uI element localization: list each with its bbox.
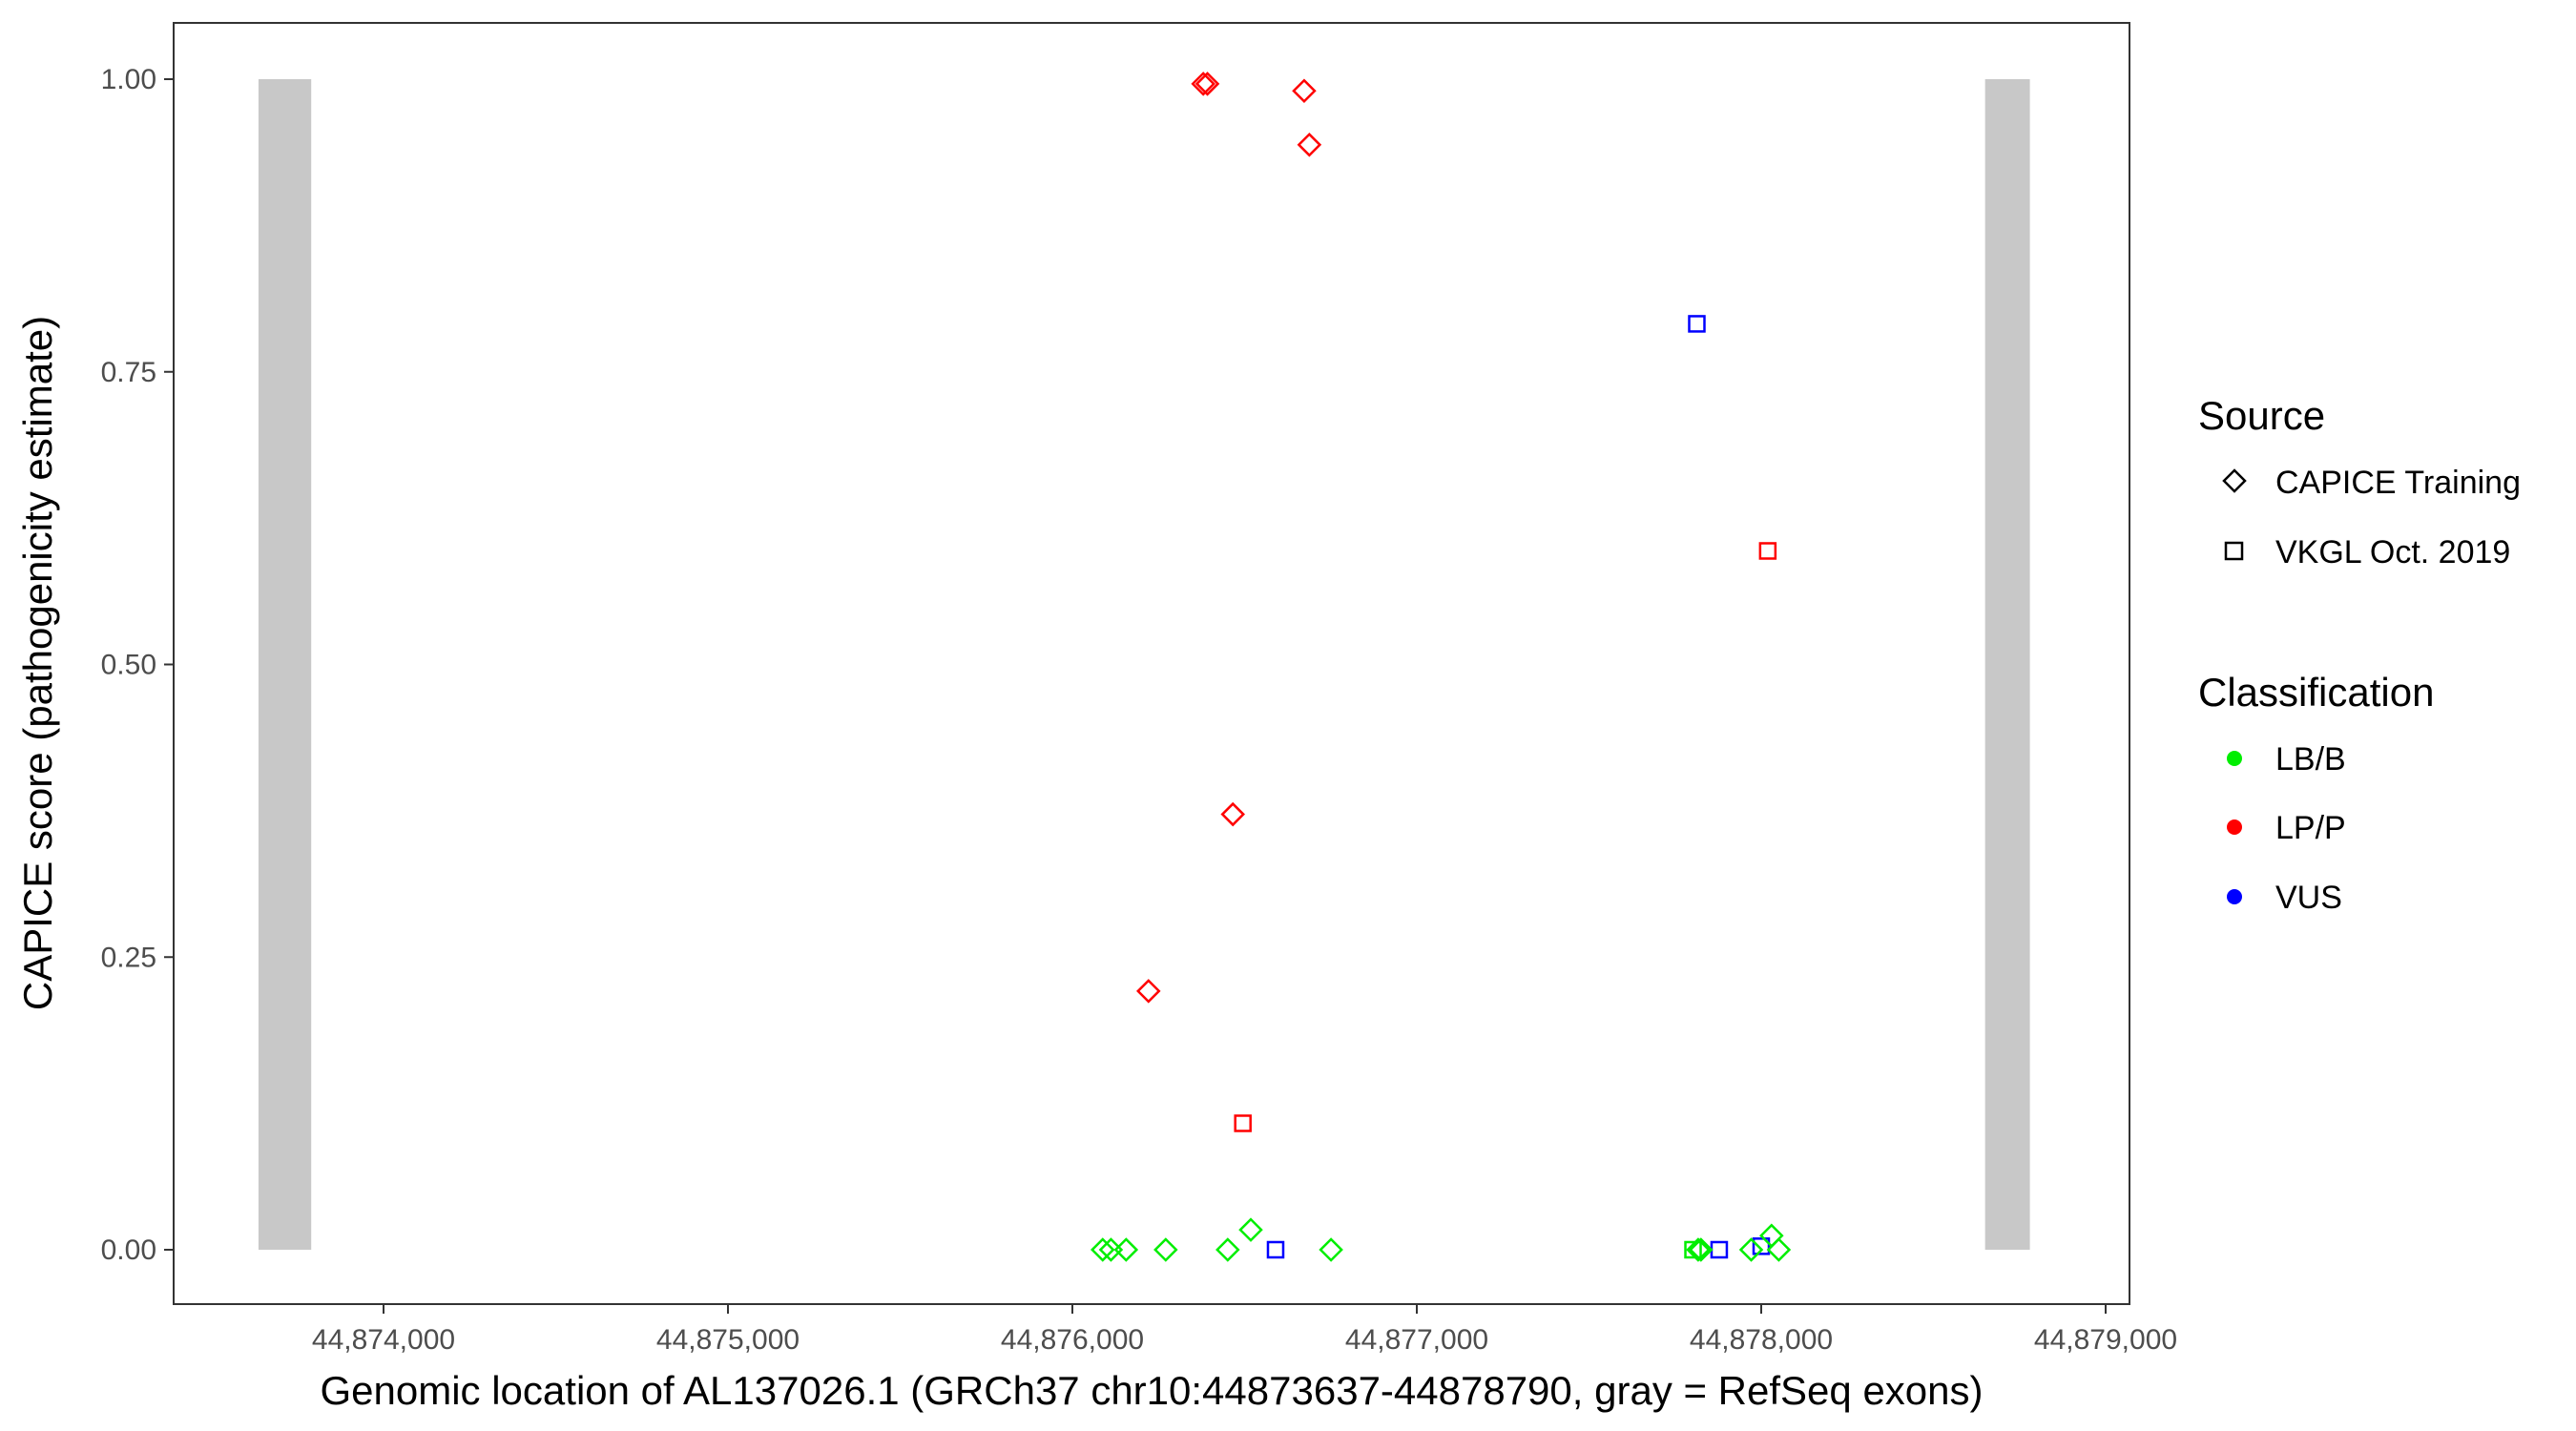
exon-0 (258, 79, 312, 1250)
square-legend-key (2224, 541, 2244, 561)
data-point-diamond (1292, 78, 1317, 104)
data-point-diamond (1738, 1237, 1764, 1262)
exon-1 (1984, 79, 2030, 1250)
x-tick-label: 44,876,000 (1001, 1324, 1144, 1356)
plot-panel-border (173, 22, 2130, 1305)
data-point-square (1266, 1240, 1285, 1259)
x-axis-title: Genomic location of AL137026.1 (GRCh37 c… (321, 1368, 1984, 1413)
data-point-square (1234, 1114, 1252, 1132)
data-point-diamond (1238, 1217, 1263, 1242)
vus-legend-key (2227, 889, 2242, 904)
data-point-diamond (1191, 72, 1215, 96)
data-point-diamond (1215, 1237, 1240, 1262)
legend-item-capice: CAPICE Training (2275, 465, 2521, 501)
y-axis-title: CAPICE score (pathogenicity estimate) (15, 316, 60, 1010)
y-tick-label: 1.00 (101, 64, 156, 95)
legend-item-vus: VUS (2275, 880, 2342, 916)
legend-item-lbb: LB/B (2275, 741, 2346, 778)
data-point-diamond (1319, 1237, 1343, 1262)
y-tick-label: 0.25 (101, 942, 156, 973)
data-point-diamond (1220, 801, 1245, 827)
x-tick-label: 44,875,000 (656, 1324, 800, 1356)
x-tick-label: 44,874,000 (312, 1324, 455, 1356)
data-point-square (1752, 1237, 1771, 1255)
legend-class-title: Classification (2198, 670, 2434, 715)
data-point-square (1684, 1240, 1702, 1259)
data-point-diamond (1098, 1237, 1124, 1262)
legend-item-vkgl: VKGL Oct. 2019 (2275, 534, 2510, 570)
data-point-diamond (1759, 1223, 1784, 1249)
data-point-diamond (1689, 1237, 1714, 1262)
data-point-diamond (1113, 1237, 1139, 1262)
lbb-legend-key (2227, 751, 2242, 766)
data-point-square (1688, 315, 1706, 333)
data-point-diamond (1195, 72, 1220, 96)
data-point-diamond (1686, 1237, 1711, 1262)
legend-item-lpp: LP/P (2275, 810, 2346, 846)
data-point-diamond (1136, 979, 1161, 1004)
y-tick-label: 0.00 (101, 1234, 156, 1266)
legend-source-title: Source (2198, 393, 2325, 438)
data-point-square (1710, 1240, 1729, 1259)
data-point-diamond (1091, 1237, 1115, 1262)
x-tick-label: 44,879,000 (2034, 1324, 2177, 1356)
y-tick-label: 0.50 (101, 650, 156, 681)
x-tick-label: 44,877,000 (1345, 1324, 1488, 1356)
x-tick-label: 44,878,000 (1690, 1324, 1833, 1356)
lpp-legend-key (2227, 819, 2242, 835)
data-point-diamond (1766, 1237, 1792, 1262)
data-point-diamond (1153, 1237, 1178, 1262)
data-point-square (1758, 542, 1777, 560)
data-point-diamond (1297, 132, 1322, 157)
diamond-legend-key (2222, 468, 2247, 493)
y-tick-label: 0.75 (101, 357, 156, 388)
legend: Source CAPICE Training VKGL Oct. 2019 Cl… (2198, 393, 2521, 916)
